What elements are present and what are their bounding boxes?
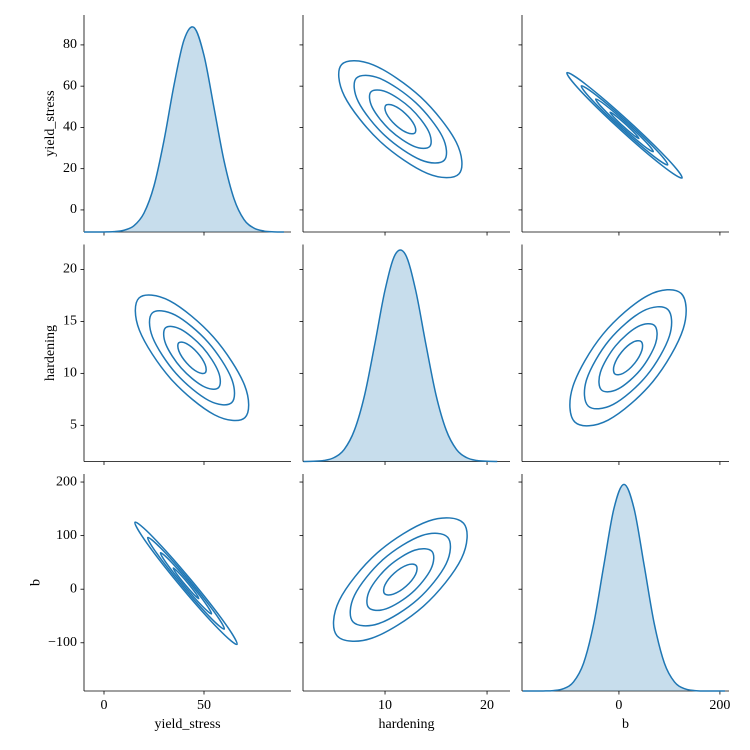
contour [569,289,687,427]
contour [583,306,673,410]
contour [337,59,463,179]
contour [172,567,200,600]
y-axis-label: hardening [43,325,58,381]
contour [162,325,222,390]
contour [134,521,238,646]
contour [612,340,644,376]
density-line [83,26,285,233]
x-tick-label: 20 [480,698,494,713]
y-tick-label: 100 [56,528,77,543]
contour [580,85,669,166]
contour [134,294,250,422]
x-tick-label: 0 [101,698,108,713]
contour [384,103,417,135]
panel [299,15,510,236]
y-tick-label: 40 [63,120,77,135]
y-axis-label: b [28,579,43,586]
panel [299,244,510,465]
contour [594,98,655,153]
contour [148,310,236,406]
contour [382,563,418,596]
contour [566,71,683,179]
panel: 0 50 −100 0 100 200 yield_stress b [28,474,291,732]
y-axis-label: yield_stress [43,90,58,156]
panel: 0 20 40 60 80 yield_stress [43,15,291,236]
y-tick-label: 15 [63,314,77,329]
contour [353,74,448,164]
contour [368,89,432,150]
y-tick-label: 20 [63,161,77,176]
contour [332,517,468,642]
x-axis-label: b [622,717,629,732]
y-tick-label: 5 [70,418,77,433]
density-line [303,249,498,463]
contour [609,111,640,140]
density-fill [523,484,725,692]
contour [598,323,658,393]
panel [518,15,729,236]
panel: 0 200 b [518,474,730,732]
contour [349,532,452,627]
density-fill [303,250,498,462]
contour [177,341,207,375]
density-line [523,483,725,692]
x-tick-label: 200 [709,698,730,713]
panel: 10 20 hardening [299,474,510,732]
y-tick-label: 60 [63,78,77,93]
x-axis-label: hardening [379,717,435,732]
panel [518,244,729,465]
x-axis-label: yield_stress [154,717,220,732]
y-tick-label: −100 [48,635,77,650]
y-tick-label: 20 [63,262,77,277]
y-tick-label: 10 [63,366,77,381]
contour [146,536,226,630]
x-tick-label: 0 [615,698,622,713]
x-tick-label: 10 [378,698,392,713]
x-tick-label: 50 [197,698,211,713]
y-tick-label: 0 [70,581,77,596]
contour [366,547,435,612]
y-tick-label: 200 [56,474,77,489]
contour [159,551,213,615]
panel: 5 10 15 20 hardening [43,244,291,465]
y-tick-label: 80 [63,37,77,52]
y-tick-label: 0 [70,202,77,217]
density-fill [84,26,284,233]
